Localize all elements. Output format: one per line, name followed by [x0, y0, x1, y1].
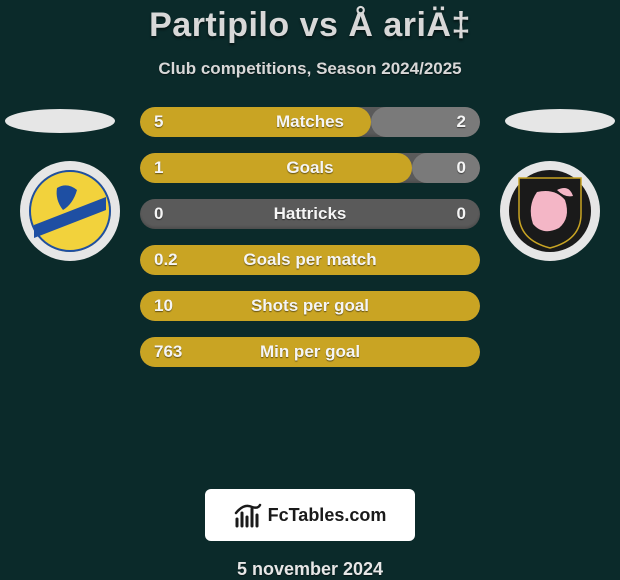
right-crest-graphic [509, 170, 591, 252]
bar-label: Hattricks [140, 199, 480, 229]
bar-label: Goals [140, 153, 480, 183]
page-title: Partipilo vs Å ariÄ‡ [149, 6, 471, 45]
bar-left-value: 0.2 [154, 245, 178, 275]
date-label: 5 november 2024 [237, 559, 383, 580]
stat-bar-row: Goals per match0.2 [140, 245, 480, 275]
bar-right-value: 0 [457, 199, 466, 229]
bar-left-value: 763 [154, 337, 182, 367]
bar-label: Matches [140, 107, 480, 137]
right-accent-ellipse [505, 109, 615, 133]
main-row: Matches52Goals10Hattricks00Goals per mat… [0, 107, 620, 477]
bar-left-value: 1 [154, 153, 163, 183]
bar-left-value: 5 [154, 107, 163, 137]
stat-bar-row: Matches5 2 [140, 107, 480, 137]
subtitle: Club competitions, Season 2024/2025 [158, 59, 461, 79]
right-club-crest [500, 161, 600, 261]
brand-box: FcTables.com [205, 489, 415, 541]
right-crest-inner [509, 170, 591, 252]
bar-label: Shots per goal [140, 291, 480, 321]
stat-bar-row: Hattricks0 0 [140, 199, 480, 229]
stat-bar-row: Goals1 0 [140, 153, 480, 183]
bar-left-value: 10 [154, 291, 173, 321]
stat-bars: Matches52Goals10Hattricks00Goals per mat… [140, 107, 480, 383]
stat-bar-row: Min per goal763 [140, 337, 480, 367]
brand-icon [234, 501, 262, 529]
left-accent-ellipse [5, 109, 115, 133]
stat-bar-row: Shots per goal10 [140, 291, 480, 321]
left-crest-graphic [29, 170, 111, 252]
brand-text: FcTables.com [268, 505, 387, 526]
bar-right-value: 2 [457, 107, 466, 137]
comparison-card: Partipilo vs Å ariÄ‡ Club competitions, … [0, 0, 620, 580]
bar-label: Min per goal [140, 337, 480, 367]
bar-left-value: 0 [154, 199, 163, 229]
left-crest-inner [29, 170, 111, 252]
bar-right-value: 0 [457, 153, 466, 183]
left-club-crest [20, 161, 120, 261]
bar-label: Goals per match [140, 245, 480, 275]
